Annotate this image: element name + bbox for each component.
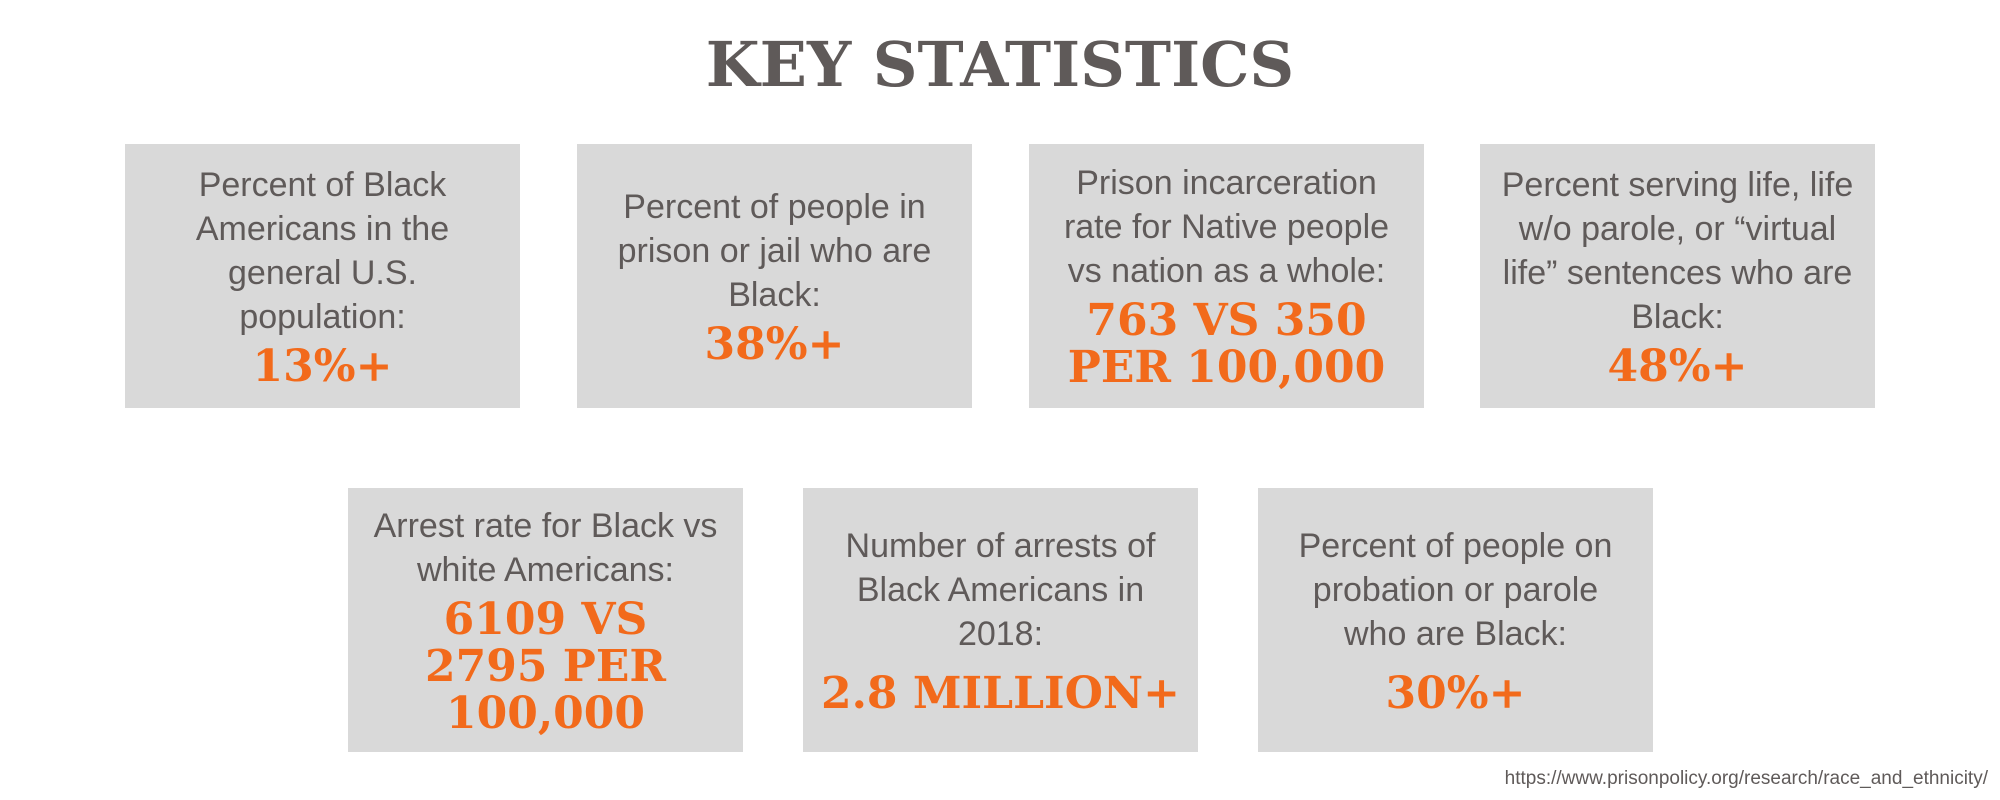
- page-title: KEY STATISTICS: [705, 28, 1295, 101]
- stat-card-life-sentences: Percent serving life, life w/o parole, o…: [1480, 144, 1875, 408]
- stat-label: Prison incarceration rate for Native peo…: [1063, 164, 1390, 290]
- stat-value: 48%+: [1607, 340, 1748, 392]
- stat-card-prison-jail-black: Percent of people in prison or jail who …: [577, 144, 972, 408]
- stat-card-native-incarceration: Prison incarceration rate for Native peo…: [1029, 144, 1424, 408]
- stat-card-arrests-2018: Number of arrests of Black Americans in …: [803, 488, 1198, 752]
- stat-value: 2.8 MILLION+: [820, 667, 1181, 719]
- stat-value: 763 VS 350 PER 100,000: [1067, 295, 1386, 393]
- stat-label: Number of arrests of Black Americans in …: [845, 526, 1156, 653]
- stat-card-probation-parole: Percent of people on probation or parole…: [1258, 488, 1653, 752]
- stat-label: Percent of people in prison or jail who …: [617, 187, 932, 314]
- stat-value: 13%+: [252, 340, 393, 392]
- stat-card-arrest-rate: Arrest rate for Black vs white Americans…: [348, 488, 743, 752]
- stat-card-black-population: Percent of Black Americans in the genera…: [125, 144, 520, 408]
- stat-label: Percent serving life, life w/o parole, o…: [1501, 165, 1854, 336]
- stat-label: Percent of people on probation or parole…: [1298, 526, 1613, 653]
- stat-value: 38%+: [704, 318, 845, 370]
- stat-label: Percent of Black Americans in the genera…: [195, 165, 450, 336]
- source-url: https://www.prisonpolicy.org/research/ra…: [1504, 768, 1988, 789]
- stat-value: 30%+: [1385, 667, 1526, 719]
- stat-value: 6109 VS 2795 PER 100,000: [425, 593, 666, 739]
- stat-label: Arrest rate for Black vs white Americans…: [373, 506, 718, 589]
